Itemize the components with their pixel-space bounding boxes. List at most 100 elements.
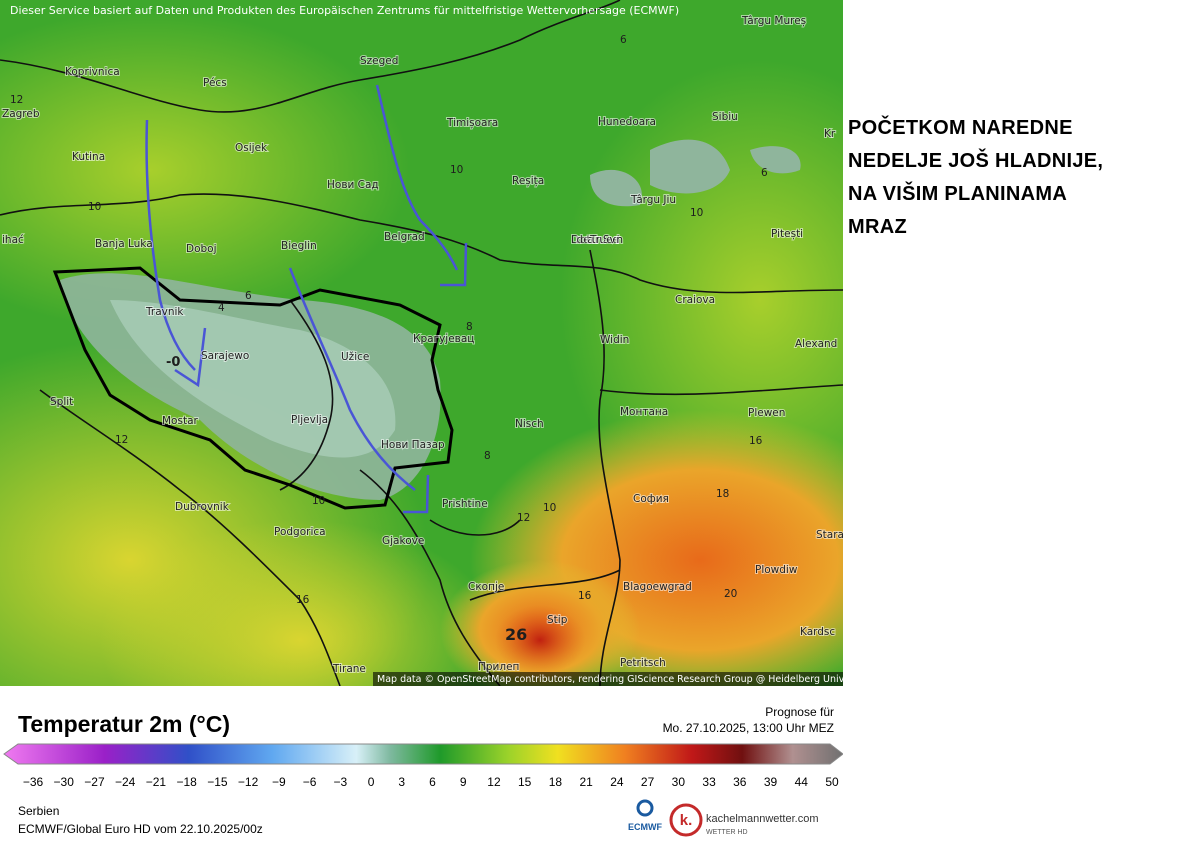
city-label: Tirane [332,663,366,675]
city-label: Прилеп [478,661,519,673]
temp-field [0,10,410,330]
attribution-background [373,672,843,686]
color-scale-tick: 24 [610,775,624,789]
color-scale-ticks: −36 −30 −27 −24 −21 −18 −15 −12 −9 −6 −3 0 3 6 9 12 15 18… [23,775,839,789]
cold-area [590,139,801,207]
color-scale-tick: 44 [795,775,809,789]
city-label: Alexand [795,338,837,350]
color-scale-tick: −27 [84,775,105,789]
borders [0,0,843,686]
color-scale-tick: 36 [733,775,747,789]
city-label: Dubrovnik [175,501,230,513]
city-label: Reșița [512,175,544,187]
color-scale-tick: −3 [333,775,347,789]
city-label: Travnik [145,306,184,318]
color-scale-tick: 30 [672,775,686,789]
color-scale-tick: 15 [518,775,532,789]
isotherm-label: 8 [484,450,491,462]
isotherm-label: 8 [466,321,473,333]
forecast-label: Prognose für [765,705,834,719]
city-label: Скопје [468,581,504,593]
city-label: Bieglin [281,240,317,252]
isotherm-label: 16 [578,590,592,602]
color-scale-tick: −12 [238,775,259,789]
annotation: POČETKOM NAREDNE NEDELJE JOŠ HLADNIJE, NA … [848,112,1103,244]
city-label: Sibiu [712,111,738,123]
city-label: Târgu Jiu [630,194,676,206]
city-label: Крагујевац [413,333,474,345]
isotherm-label: 10 [312,495,325,507]
city-label: Banja Luka [95,238,153,250]
kachelmann-logo-mark: k. [680,812,693,829]
cold-area [110,300,396,458]
color-scale-tick: −9 [272,775,286,789]
annotation-line: NEDELJE JOŠ HLADNIJE, [848,150,1104,172]
color-scale-tick: −36 [23,775,44,789]
city-label: Blagoewgrad [623,581,692,593]
color-scale-tick: −18 [176,775,197,789]
city-label: Mostar [162,415,199,427]
city-label: Pitești [771,228,803,240]
color-scale-tick: 9 [460,775,467,789]
isotherm-label: 4 [218,302,225,314]
city-label: Petritsch [620,657,666,669]
city-label: София [633,493,669,505]
ecmwf-logo-text: ECMWF [628,822,662,832]
attribution: Map data © OpenStreetMap contributors, r… [377,674,843,685]
city-label: ihać [2,234,24,246]
city-label: Монтана [620,406,668,418]
arrows [145,84,468,514]
city-label: Kr [824,128,836,140]
city-label: Kardsc [800,626,835,638]
city-label: Târgu Mureș [741,15,806,27]
city-label: Doboj [186,243,217,255]
color-scale-tick: 3 [398,775,405,789]
city-label: Nisch [515,418,544,430]
color-scale-tick: −21 [146,775,167,789]
color-scale-tick: 21 [579,775,593,789]
color-scale-tick: 33 [702,775,716,789]
city-label: Hunedoara [598,116,656,128]
model-run: ECMWF/Global Euro HD vom 22.10.2025/00z [18,822,263,836]
city-label: Split [50,396,73,408]
isotherm-label: 12 [115,434,128,446]
color-scale-tick: −6 [303,775,317,789]
isotherm-labels: 12 10 10 10 6 6 8 6 4 -0 12 8 10 12 10 16 18 20 16 16 26 [10,34,768,644]
city-label: Craiova [675,294,715,306]
isotherm-label: 12 [517,512,530,524]
color-scale-tick: 0 [368,775,375,789]
isotherm-label: 20 [724,588,737,600]
kachelmann-logo [669,803,703,837]
city-label: Pécs [203,77,227,89]
city-label: Drobeta-Turnu Severin [571,234,623,246]
color-scale-tick: 39 [764,775,778,789]
color-scale-tick: 27 [641,775,655,789]
city-label: Belgrad [384,231,425,243]
city-label: Stara [816,529,843,541]
annotation-line: NA VIŠIM PLANINAMA [848,183,1068,205]
city-label: Koprivnica [65,66,120,78]
color-scale-tick: 18 [549,775,563,789]
isotherm-label: 18 [716,488,729,500]
isotherm-label: 10 [690,207,703,219]
isotherm-label: 12 [10,94,23,106]
kachelmann-site: kachelmannwetter.com [706,813,819,825]
city-label: Нови Сад [327,179,379,191]
temp-field [100,520,500,686]
legend: Temperatur 2m (°C) Prognose für Mo. 27.1… [3,705,843,837]
color-scale-tick: −30 [54,775,75,789]
isotherm-label: 10 [450,164,463,176]
city-label: Osijek [235,142,268,154]
city-label: Podgorica [274,526,326,538]
color-scale-tick: −15 [207,775,228,789]
city-label: Widin [600,334,629,346]
legend-title: Temperatur 2m (°C) [18,711,230,737]
color-scale-tick: 12 [487,775,501,789]
city-label: Stip [547,614,568,626]
city-label: Zagreb [2,108,40,120]
isotherm-label: 16 [749,435,763,447]
region: Serbien [18,804,59,818]
city-label: Užice [341,351,369,363]
highlight-outline [52,266,454,510]
city-label: Plewen [748,407,785,419]
